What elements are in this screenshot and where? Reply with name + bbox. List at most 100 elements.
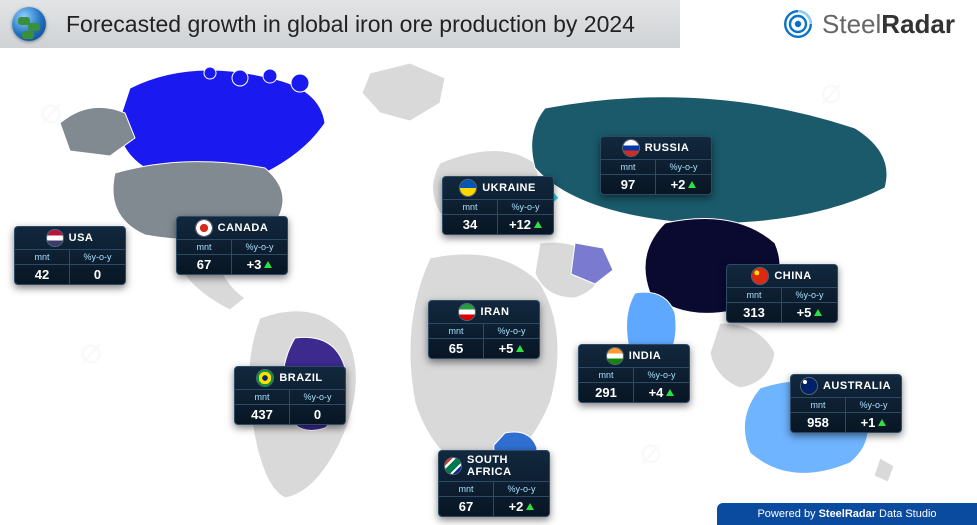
footer-suffix: Data Studio: [879, 508, 936, 520]
arrow-up-icon: [534, 221, 542, 228]
label-yoy: %y-o-y: [634, 368, 689, 382]
label-yoy: %y-o-y: [498, 200, 553, 214]
label-mnt: mnt: [791, 398, 846, 412]
label-yoy: %y-o-y: [846, 398, 901, 412]
label-mnt: mnt: [727, 288, 782, 302]
country-header: RUSSIA: [601, 137, 711, 160]
brand-text-2: Radar: [881, 9, 955, 39]
value-yoy: +5: [484, 339, 539, 358]
country-name: CANADA: [218, 222, 269, 234]
callout-india: INDIA mnt%y-o-y291 +4: [578, 344, 690, 403]
country-header: INDIA: [579, 345, 689, 368]
arrow-up-icon: [526, 503, 534, 510]
callout-canada: CANADA mnt%y-o-y67+3: [176, 216, 288, 275]
label-yoy: %y-o-y: [782, 288, 837, 302]
value-yoy: 0: [70, 265, 125, 284]
flag-icon: [445, 458, 461, 474]
callout-australia: AUSTRALIA mnt%y-o-y958 +1: [790, 374, 902, 433]
country-name: AUSTRALIA: [823, 380, 891, 392]
callout-brazil: BRAZILmnt%y-o-y4370: [234, 366, 346, 425]
yoy-number: +2: [671, 177, 686, 192]
label-mnt: mnt: [439, 482, 494, 496]
value-yoy: +2: [494, 497, 549, 516]
country-name: UKRAINE: [482, 182, 536, 194]
yoy-number: +2: [509, 499, 524, 514]
flag-icon: [460, 180, 476, 196]
country-header: UKRAINE: [443, 177, 553, 200]
yoy-number: +12: [509, 217, 531, 232]
label-mnt: mnt: [579, 368, 634, 382]
value-yoy: 0: [290, 405, 345, 424]
globe-icon: [12, 7, 46, 41]
arrow-up-icon: [516, 345, 524, 352]
country-name: INDIA: [629, 350, 661, 362]
country-name: IRAN: [481, 306, 510, 318]
header-bar: Forecasted growth in global iron ore pro…: [0, 0, 680, 48]
yoy-number: 0: [314, 407, 321, 422]
value-yoy: +12: [498, 215, 553, 234]
arrow-up-icon: [688, 181, 696, 188]
flag-icon: [459, 304, 475, 320]
value-mnt: 313: [727, 303, 782, 322]
arrow-up-icon: [264, 261, 272, 268]
arrow-up-icon: [666, 389, 674, 396]
country-header: CANADA: [177, 217, 287, 240]
country-header: CHINA: [727, 265, 837, 288]
yoy-number: +5: [499, 341, 514, 356]
flag-icon: [801, 378, 817, 394]
value-mnt: 34: [443, 215, 498, 234]
footer-bar: Powered by SteelRadar Data Studio: [717, 503, 977, 525]
flag-icon: [196, 220, 212, 236]
flag-icon: [607, 348, 623, 364]
callout-south_africa: SOUTH AFRICAmnt%y-o-y67 +2: [438, 450, 550, 517]
brand-text-1: Steel: [822, 9, 881, 39]
country-header: USA: [15, 227, 125, 250]
value-yoy: +2: [656, 175, 711, 194]
label-yoy: %y-o-y: [290, 390, 345, 404]
value-yoy: +4: [634, 383, 689, 402]
callout-russia: RUSSIA mnt%y-o-y97 +2: [600, 136, 712, 195]
arrow-up-icon: [878, 419, 886, 426]
callout-usa: USA mnt%y-o-y420: [14, 226, 126, 285]
footer-brand: SteelRadar: [819, 508, 876, 520]
value-mnt: 67: [177, 255, 232, 274]
country-name: BRAZIL: [279, 372, 322, 384]
value-mnt: 42: [15, 265, 70, 284]
footer-prefix: Powered by: [757, 508, 815, 520]
value-yoy: +3: [232, 255, 287, 274]
label-mnt: mnt: [601, 160, 656, 174]
label-mnt: mnt: [429, 324, 484, 338]
country-name: CHINA: [774, 270, 811, 282]
label-mnt: mnt: [15, 250, 70, 264]
label-mnt: mnt: [177, 240, 232, 254]
label-mnt: mnt: [235, 390, 290, 404]
country-name: RUSSIA: [645, 142, 690, 154]
yoy-number: +5: [797, 305, 812, 320]
label-yoy: %y-o-y: [494, 482, 549, 496]
callout-china: CHINA mnt%y-o-y313 +5: [726, 264, 838, 323]
country-header: AUSTRALIA: [791, 375, 901, 398]
label-yoy: %y-o-y: [484, 324, 539, 338]
world-map: USAmnt%y-o-y420CANADAmnt%y-o-y67+3BRAZIL…: [0, 48, 977, 503]
country-name: USA: [69, 232, 94, 244]
label-yoy: %y-o-y: [232, 240, 287, 254]
label-mnt: mnt: [443, 200, 498, 214]
country-header: BRAZIL: [235, 367, 345, 390]
value-mnt: 291: [579, 383, 634, 402]
arrow-up-icon: [814, 309, 822, 316]
value-mnt: 97: [601, 175, 656, 194]
label-yoy: %y-o-y: [70, 250, 125, 264]
callout-iran: IRAN mnt%y-o-y65 +5: [428, 300, 540, 359]
yoy-number: +1: [861, 415, 876, 430]
flag-icon: [257, 370, 273, 386]
value-mnt: 958: [791, 413, 846, 432]
brand-icon: [782, 8, 814, 40]
flag-icon: [752, 268, 768, 284]
value-yoy: +1: [846, 413, 901, 432]
value-mnt: 67: [439, 497, 494, 516]
value-mnt: 65: [429, 339, 484, 358]
yoy-number: +4: [649, 385, 664, 400]
country-header: SOUTH AFRICA: [439, 451, 549, 482]
brand-logo: SteelRadar: [782, 8, 955, 40]
label-yoy: %y-o-y: [656, 160, 711, 174]
